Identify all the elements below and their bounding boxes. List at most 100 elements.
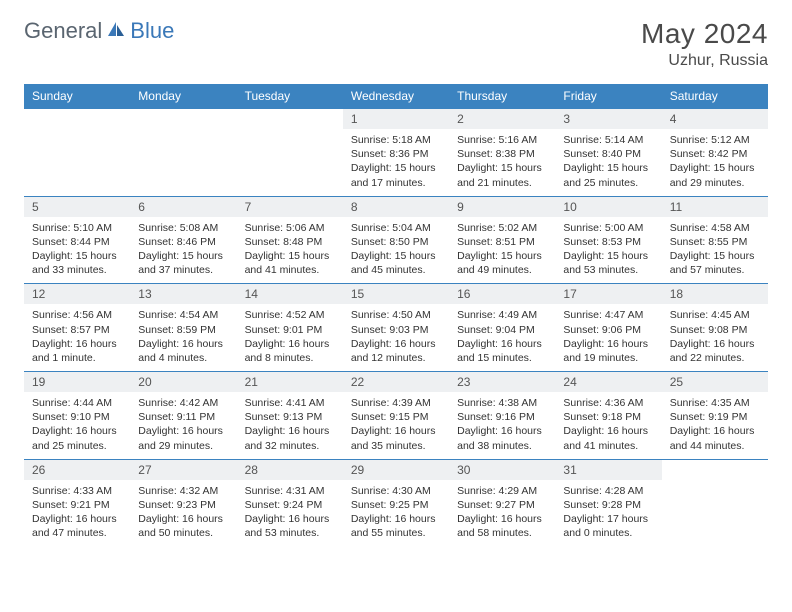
weekday-header: Wednesday (343, 84, 449, 109)
sunrise-line: Sunrise: 4:52 AM (245, 308, 335, 322)
daylight-line: Daylight: 16 hours and 19 minutes. (563, 337, 653, 365)
calendar-day-cell: 8Sunrise: 5:04 AMSunset: 8:50 PMDaylight… (343, 196, 449, 284)
sunrise-line: Sunrise: 5:04 AM (351, 221, 441, 235)
calendar-day-cell: 6Sunrise: 5:08 AMSunset: 8:46 PMDaylight… (130, 196, 236, 284)
daylight-line: Daylight: 16 hours and 50 minutes. (138, 512, 228, 540)
daylight-line: Daylight: 15 hours and 53 minutes. (563, 249, 653, 277)
daylight-line: Daylight: 16 hours and 58 minutes. (457, 512, 547, 540)
daylight-line: Daylight: 16 hours and 38 minutes. (457, 424, 547, 452)
day-number: 12 (24, 284, 130, 304)
calendar-day-cell: 11Sunrise: 4:58 AMSunset: 8:55 PMDayligh… (662, 196, 768, 284)
sunrise-line: Sunrise: 4:39 AM (351, 396, 441, 410)
daylight-line: Daylight: 15 hours and 37 minutes. (138, 249, 228, 277)
daylight-line: Daylight: 16 hours and 53 minutes. (245, 512, 335, 540)
daylight-line: Daylight: 16 hours and 35 minutes. (351, 424, 441, 452)
calendar-day-cell: 13Sunrise: 4:54 AMSunset: 8:59 PMDayligh… (130, 284, 236, 372)
calendar-day-cell: 14Sunrise: 4:52 AMSunset: 9:01 PMDayligh… (237, 284, 343, 372)
sunset-line: Sunset: 8:36 PM (351, 147, 441, 161)
sunset-line: Sunset: 8:50 PM (351, 235, 441, 249)
sunset-line: Sunset: 8:59 PM (138, 323, 228, 337)
calendar-day-cell: 16Sunrise: 4:49 AMSunset: 9:04 PMDayligh… (449, 284, 555, 372)
day-details: Sunrise: 5:04 AMSunset: 8:50 PMDaylight:… (343, 217, 449, 284)
daylight-line: Daylight: 16 hours and 25 minutes. (32, 424, 122, 452)
day-number: 26 (24, 460, 130, 480)
sunrise-line: Sunrise: 5:00 AM (563, 221, 653, 235)
daylight-line: Daylight: 16 hours and 1 minute. (32, 337, 122, 365)
daylight-line: Daylight: 16 hours and 22 minutes. (670, 337, 760, 365)
day-number: 14 (237, 284, 343, 304)
day-number: 4 (662, 109, 768, 129)
sunset-line: Sunset: 9:23 PM (138, 498, 228, 512)
daylight-line: Daylight: 15 hours and 45 minutes. (351, 249, 441, 277)
calendar-body: 1Sunrise: 5:18 AMSunset: 8:36 PMDaylight… (24, 109, 768, 547)
daylight-line: Daylight: 16 hours and 44 minutes. (670, 424, 760, 452)
day-number: 5 (24, 197, 130, 217)
weekday-header: Sunday (24, 84, 130, 109)
day-number: 13 (130, 284, 236, 304)
title-block: May 2024 Uzhur, Russia (641, 18, 768, 70)
day-number: 9 (449, 197, 555, 217)
sunset-line: Sunset: 8:55 PM (670, 235, 760, 249)
day-number: 8 (343, 197, 449, 217)
day-number: 11 (662, 197, 768, 217)
calendar-day-cell: 21Sunrise: 4:41 AMSunset: 9:13 PMDayligh… (237, 372, 343, 460)
sunrise-line: Sunrise: 5:10 AM (32, 221, 122, 235)
day-number: 6 (130, 197, 236, 217)
brand-sail-icon (106, 20, 126, 43)
calendar-empty-cell (662, 459, 768, 546)
day-details: Sunrise: 4:45 AMSunset: 9:08 PMDaylight:… (662, 304, 768, 371)
weekday-header: Friday (555, 84, 661, 109)
sunrise-line: Sunrise: 4:49 AM (457, 308, 547, 322)
day-details: Sunrise: 4:28 AMSunset: 9:28 PMDaylight:… (555, 480, 661, 547)
day-details: Sunrise: 4:54 AMSunset: 8:59 PMDaylight:… (130, 304, 236, 371)
calendar-page: General Blue May 2024 Uzhur, Russia Sund… (0, 0, 792, 564)
sunrise-line: Sunrise: 4:33 AM (32, 484, 122, 498)
calendar-day-cell: 25Sunrise: 4:35 AMSunset: 9:19 PMDayligh… (662, 372, 768, 460)
sunset-line: Sunset: 8:48 PM (245, 235, 335, 249)
daylight-line: Daylight: 16 hours and 12 minutes. (351, 337, 441, 365)
calendar-day-cell: 30Sunrise: 4:29 AMSunset: 9:27 PMDayligh… (449, 459, 555, 546)
calendar-day-cell: 23Sunrise: 4:38 AMSunset: 9:16 PMDayligh… (449, 372, 555, 460)
calendar-day-cell: 20Sunrise: 4:42 AMSunset: 9:11 PMDayligh… (130, 372, 236, 460)
sunset-line: Sunset: 9:28 PM (563, 498, 653, 512)
daylight-line: Daylight: 16 hours and 4 minutes. (138, 337, 228, 365)
calendar-day-cell: 22Sunrise: 4:39 AMSunset: 9:15 PMDayligh… (343, 372, 449, 460)
day-details: Sunrise: 5:14 AMSunset: 8:40 PMDaylight:… (555, 129, 661, 196)
daylight-line: Daylight: 16 hours and 29 minutes. (138, 424, 228, 452)
sunset-line: Sunset: 9:21 PM (32, 498, 122, 512)
sunset-line: Sunset: 8:46 PM (138, 235, 228, 249)
sunset-line: Sunset: 8:53 PM (563, 235, 653, 249)
day-details: Sunrise: 4:35 AMSunset: 9:19 PMDaylight:… (662, 392, 768, 459)
day-details: Sunrise: 5:08 AMSunset: 8:46 PMDaylight:… (130, 217, 236, 284)
day-details: Sunrise: 4:32 AMSunset: 9:23 PMDaylight:… (130, 480, 236, 547)
day-number: 7 (237, 197, 343, 217)
day-details: Sunrise: 4:31 AMSunset: 9:24 PMDaylight:… (237, 480, 343, 547)
sunset-line: Sunset: 9:10 PM (32, 410, 122, 424)
day-number: 15 (343, 284, 449, 304)
calendar-week-row: 26 Sunrise: 4:33 AMSunset: 9:21 PM Dayligh… (24, 459, 768, 546)
calendar-empty-cell (130, 109, 236, 197)
sunrise-line: Sunrise: 4:32 AM (138, 484, 228, 498)
daylight-line: Daylight: 15 hours and 21 minutes. (457, 161, 547, 189)
day-number: 19 (24, 372, 130, 392)
day-number: 21 (237, 372, 343, 392)
sunset-line: Sunset: 9:04 PM (457, 323, 547, 337)
day-details: Sunrise: 5:18 AMSunset: 8:36 PMDaylight:… (343, 129, 449, 196)
sunset-line: Sunset: 8:38 PM (457, 147, 547, 161)
sunrise-line: Sunrise: 4:41 AM (245, 396, 335, 410)
day-number: 31 (555, 460, 661, 480)
daylight-line: Daylight: 16 hours and 32 minutes. (245, 424, 335, 452)
sunset-line: Sunset: 9:27 PM (457, 498, 547, 512)
sunrise-line: Sunrise: 4:56 AM (32, 308, 122, 322)
day-number: 30 (449, 460, 555, 480)
location: Uzhur, Russia (641, 52, 768, 70)
sunrise-line: Sunrise: 4:44 AM (32, 396, 122, 410)
calendar-day-cell: 1Sunrise: 5:18 AMSunset: 8:36 PMDaylight… (343, 109, 449, 197)
sunrise-line: Sunrise: 5:14 AM (563, 133, 653, 147)
sunrise-line: Sunrise: 5:18 AM (351, 133, 441, 147)
sunrise-line: Sunrise: 4:45 AM (670, 308, 760, 322)
weekday-header: Saturday (662, 84, 768, 109)
sunset-line: Sunset: 8:40 PM (563, 147, 653, 161)
day-number: 22 (343, 372, 449, 392)
daylight-line: Daylight: 16 hours and 15 minutes. (457, 337, 547, 365)
